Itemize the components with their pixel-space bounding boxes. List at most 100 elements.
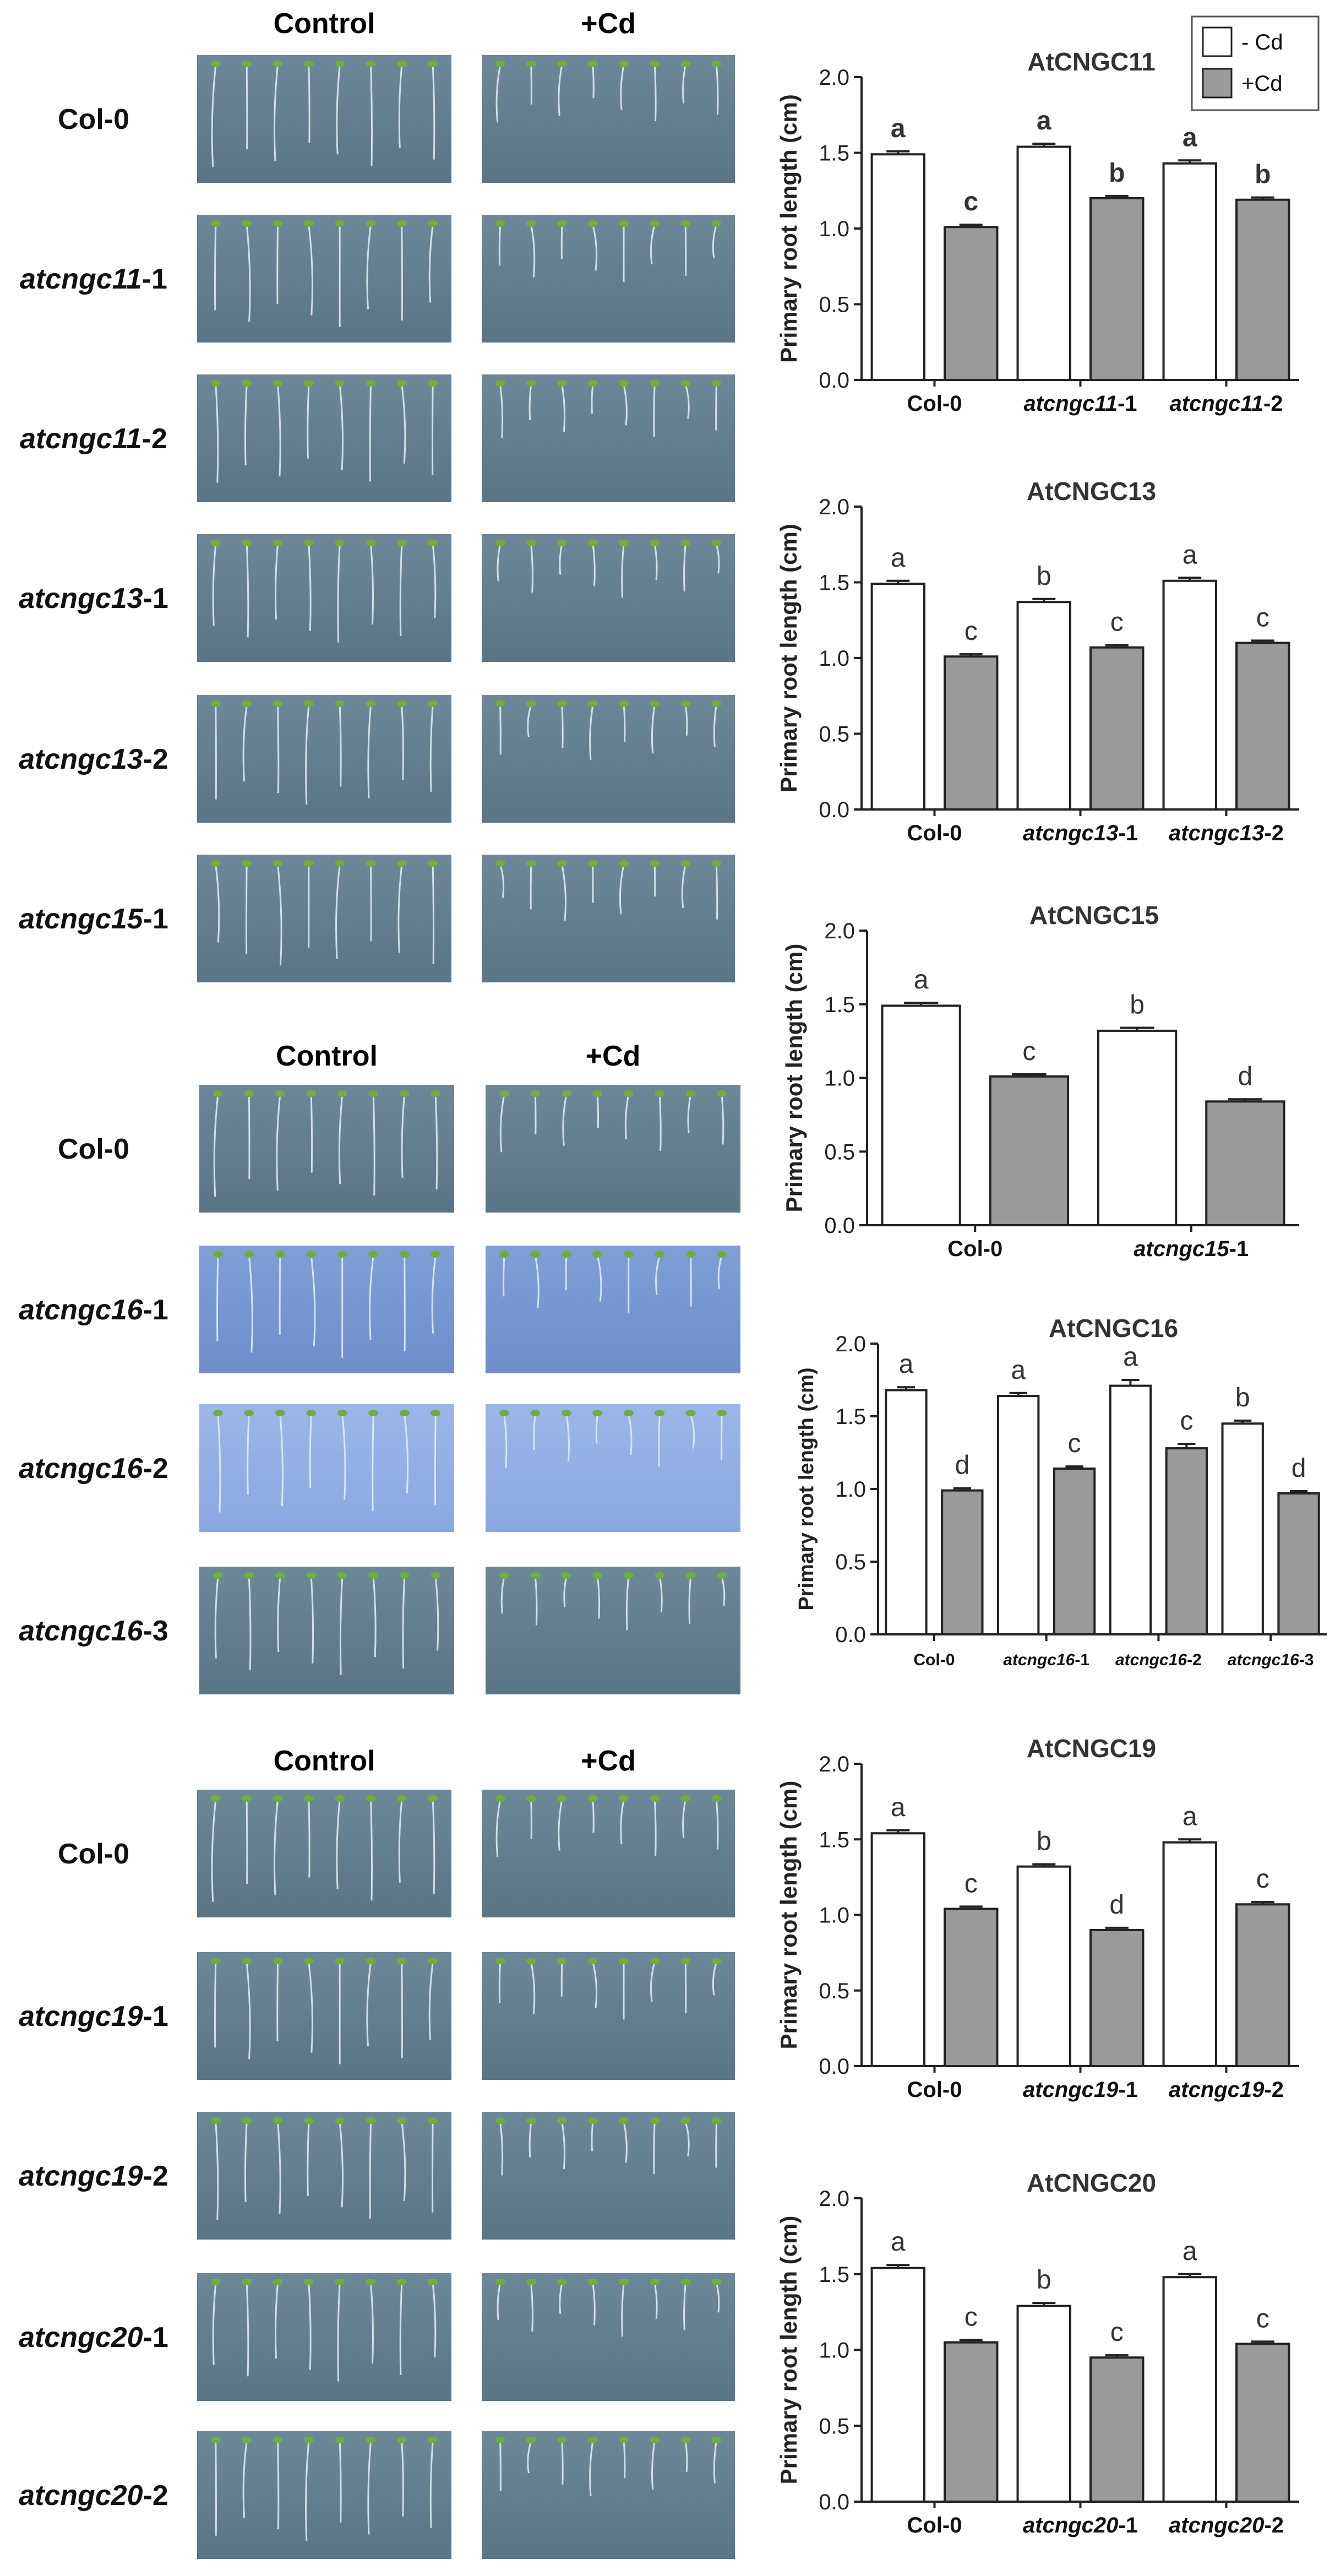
cotyledon <box>366 220 376 227</box>
y-tick-label: 2.0 <box>819 495 849 519</box>
y-tick-label: 2.0 <box>819 2187 849 2211</box>
root <box>715 1799 719 1850</box>
cotyledon <box>242 700 252 707</box>
cotyledon <box>680 2117 691 2124</box>
genotype-italic: atcngc19 <box>19 2001 143 2032</box>
root <box>217 1414 221 1513</box>
cotyledon <box>431 1251 441 1258</box>
cotyledon <box>561 1572 571 1579</box>
root <box>366 1961 372 2047</box>
row-label: atcngc16-2 <box>19 1453 168 1485</box>
root <box>273 1799 279 1896</box>
chart-title: AtCNGC20 <box>1027 2169 1156 2197</box>
significance-letter: c <box>1110 608 1124 637</box>
cotyledon <box>711 380 722 387</box>
cotyledon <box>592 1251 603 1258</box>
root <box>307 2121 310 2196</box>
root <box>499 384 504 438</box>
row-label: atcngc13-2 <box>19 743 168 775</box>
cotyledon <box>366 2437 376 2443</box>
cotyledon <box>680 220 691 227</box>
cotyledon <box>619 2279 629 2285</box>
bar <box>1109 1384 1152 1636</box>
genotype-suffix: Col-0 <box>907 392 962 416</box>
genotype-italic: atcngc13 <box>19 583 143 615</box>
plate-background <box>197 374 451 502</box>
root <box>651 704 656 754</box>
genotype-italic: atcngc15 <box>19 903 144 935</box>
cotyledon <box>368 1410 379 1416</box>
bar <box>1162 579 1217 811</box>
plate-photo-control <box>197 2273 451 2401</box>
root <box>684 1961 687 2013</box>
root <box>401 1094 406 1178</box>
cotyledon <box>306 1251 317 1258</box>
root <box>432 64 435 160</box>
column-header-control: Control <box>276 1040 378 1072</box>
cotyledon <box>650 860 660 867</box>
y-tick-label: 1.5 <box>819 571 849 595</box>
cotyledon <box>273 1795 283 1802</box>
cotyledon <box>557 540 567 546</box>
genotype-suffix: -2 <box>143 2480 168 2512</box>
cotyledon <box>711 2437 722 2443</box>
cotyledon <box>680 1958 691 1964</box>
cotyledon <box>396 2117 407 2124</box>
root <box>591 2121 594 2151</box>
cotyledon <box>587 540 598 546</box>
cotyledon <box>273 61 283 67</box>
root <box>498 224 502 266</box>
genotype-suffix: Col-0 <box>907 821 962 845</box>
root <box>335 864 341 959</box>
root <box>398 64 403 148</box>
genotype-suffix: Col-0 <box>58 104 129 135</box>
genotype-suffix: Col-0 <box>58 1133 129 1165</box>
cotyledon <box>273 540 283 546</box>
plate-background <box>199 1567 454 1694</box>
cotyledon <box>366 860 376 867</box>
root <box>653 384 656 437</box>
root <box>530 224 536 278</box>
cotyledon <box>242 61 252 67</box>
significance-letter: a <box>891 2227 906 2257</box>
plate-photo-control <box>197 2431 451 2559</box>
bar <box>1089 197 1145 381</box>
root <box>684 2121 690 2156</box>
root <box>399 544 403 637</box>
genotype-suffix: -2 <box>143 743 168 775</box>
y-tick-label: 0.0 <box>819 798 849 822</box>
genotype-italic: atcngc11 <box>20 423 142 455</box>
root <box>274 544 279 619</box>
root <box>653 2282 658 2319</box>
genotype-suffix: -1 <box>143 583 168 615</box>
bar <box>870 2267 925 2503</box>
plate-background <box>482 855 735 982</box>
cotyledon <box>623 1090 634 1097</box>
genotype-italic: atcngc16 <box>19 1294 144 1326</box>
root <box>495 1799 502 1857</box>
photo-panel: Control +CdCol-0atcngc16-1atcngc16-2atcng… <box>19 1040 740 1694</box>
significance-letter: c <box>1180 1406 1193 1436</box>
cotyledon <box>242 1958 252 1964</box>
root <box>308 2282 312 2370</box>
genotype-suffix: -1 <box>1118 821 1138 845</box>
cotyledon <box>495 540 505 546</box>
root <box>246 2282 249 2377</box>
plate-photo-cd <box>482 534 735 662</box>
cotyledon <box>273 700 283 707</box>
root <box>596 1255 602 1302</box>
root <box>592 1961 598 2008</box>
cotyledon <box>680 860 691 867</box>
plate-photo-control <box>197 55 451 183</box>
cotyledon <box>303 2117 314 2124</box>
root <box>404 1414 409 1493</box>
row-label: Col-0 <box>58 1133 129 1165</box>
bar <box>1016 2305 1071 2503</box>
column-header-cd: +Cd <box>581 1745 636 1777</box>
root <box>246 544 249 638</box>
cotyledon <box>428 2117 438 2124</box>
plate-background <box>482 1790 735 1917</box>
root <box>339 384 344 470</box>
plate-photo-control <box>197 2112 451 2240</box>
cotyledon <box>557 1795 567 1802</box>
